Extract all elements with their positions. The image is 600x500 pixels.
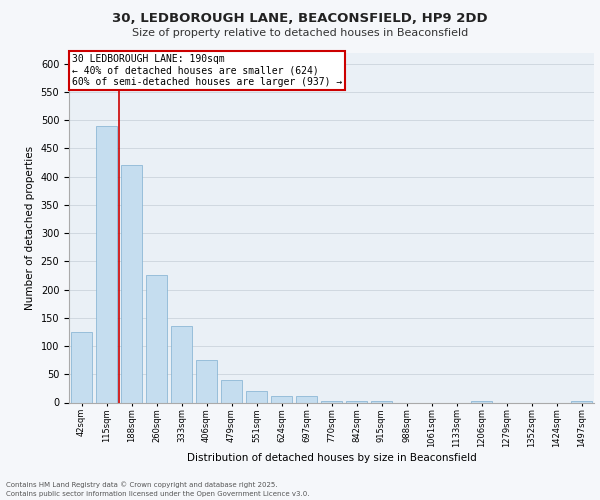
Text: Contains public sector information licensed under the Open Government Licence v3: Contains public sector information licen… (6, 491, 310, 497)
Text: Contains HM Land Registry data © Crown copyright and database right 2025.: Contains HM Land Registry data © Crown c… (6, 482, 277, 488)
Bar (321, 401, 342, 402)
Bar (146, 276, 167, 402)
Bar (221, 380, 242, 402)
Bar (121, 166, 142, 402)
Bar (171, 326, 192, 402)
Bar (271, 396, 292, 402)
Text: 30, LEDBOROUGH LANE, BEACONSFIELD, HP9 2DD: 30, LEDBOROUGH LANE, BEACONSFIELD, HP9 2… (112, 12, 488, 26)
Y-axis label: Number of detached properties: Number of detached properties (25, 146, 35, 310)
Bar (296, 396, 317, 402)
Bar (196, 360, 217, 403)
Bar (96, 126, 117, 402)
Text: Size of property relative to detached houses in Beaconsfield: Size of property relative to detached ho… (132, 28, 468, 38)
Bar (346, 401, 367, 402)
Bar (71, 332, 92, 402)
Bar (471, 401, 492, 402)
Bar (371, 401, 392, 402)
X-axis label: Distribution of detached houses by size in Beaconsfield: Distribution of detached houses by size … (187, 452, 476, 462)
Text: 30 LEDBOROUGH LANE: 190sqm
← 40% of detached houses are smaller (624)
60% of sem: 30 LEDBOROUGH LANE: 190sqm ← 40% of deta… (71, 54, 342, 88)
Bar (246, 391, 267, 402)
Bar (571, 401, 592, 402)
